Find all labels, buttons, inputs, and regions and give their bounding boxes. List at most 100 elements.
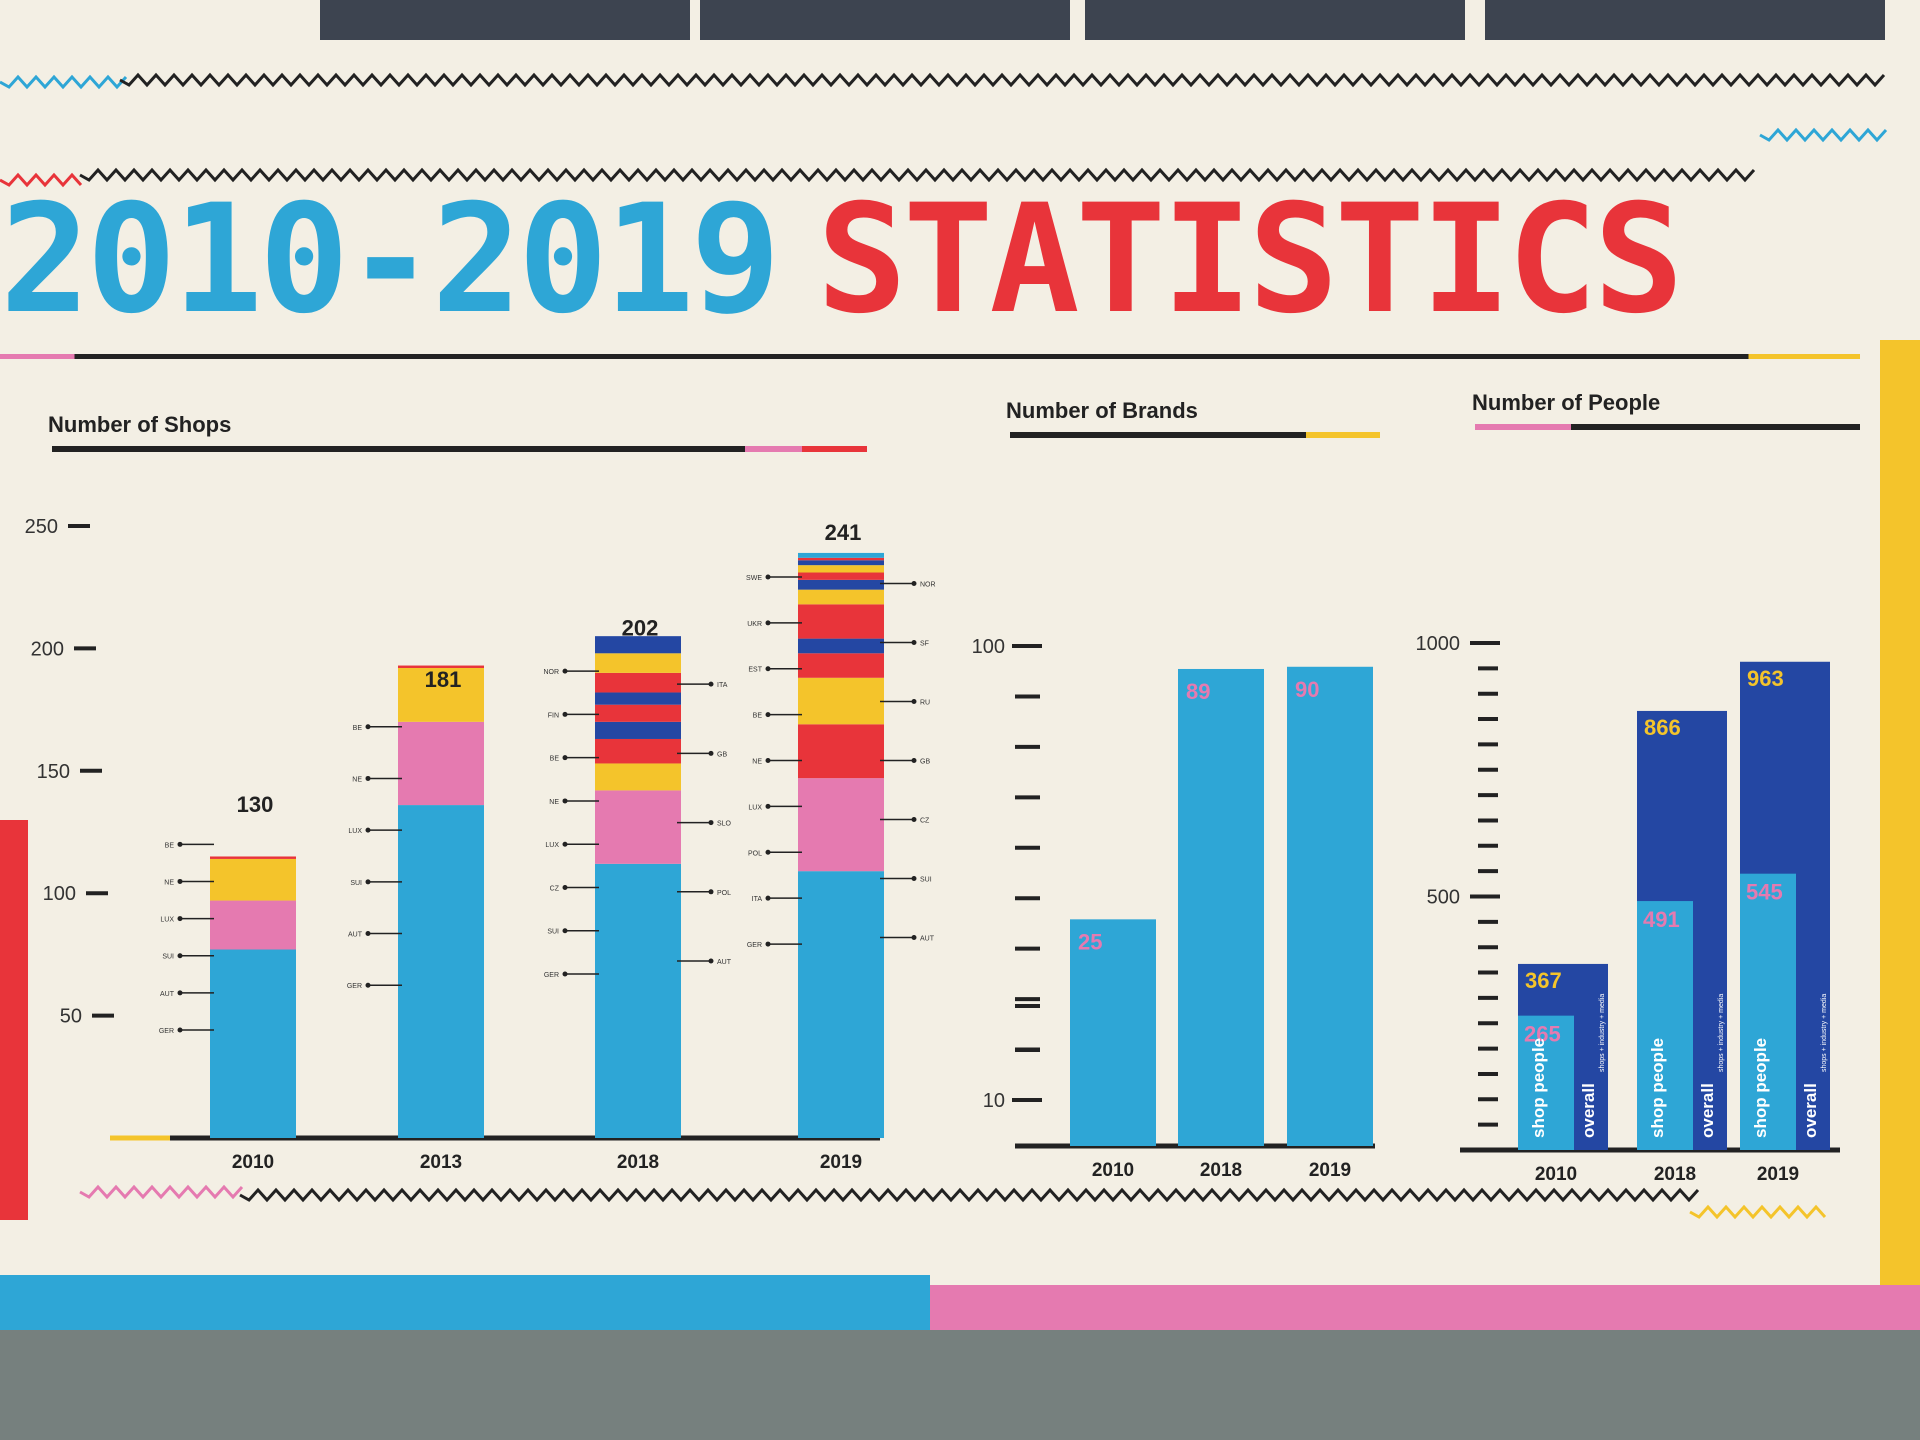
people-shop-value: 265 [1524, 1022, 1561, 1047]
title-underline [0, 354, 1860, 359]
wave-mid-red [0, 172, 83, 188]
people-overall-note: shops + industry + media [1599, 994, 1606, 1072]
shops-bar-segment [595, 653, 681, 673]
photo-strip-3 [1085, 0, 1465, 40]
shops-bar-segment [798, 552, 884, 558]
shops-country-label: AUT [920, 936, 935, 943]
shops-country-dot [708, 958, 714, 964]
shops-country-label: FIN [548, 712, 559, 719]
brands-x-label: 2018 [1200, 1160, 1242, 1181]
shops-country-label: SF [920, 641, 929, 648]
shops-bar-segment [398, 667, 484, 722]
wave-top-black [119, 72, 1886, 88]
decor-bottom-blue [0, 1275, 930, 1330]
shops-country-label: AUT [348, 932, 363, 939]
shops-x-label: 2018 [617, 1152, 659, 1173]
shops-country-dot [708, 750, 714, 756]
decorative-waves [0, 72, 1888, 1220]
shops-country-label: SUI [162, 954, 174, 961]
shops-ytick-label: 150 [37, 761, 70, 783]
shops-country-dot [911, 581, 917, 587]
shops-ytick-label: 100 [43, 883, 76, 905]
shops-country-dot [708, 820, 714, 826]
people-series-name-overall: overall [1801, 1083, 1820, 1138]
shops-country-dot [177, 878, 183, 884]
shops-country-label: ITA [752, 896, 763, 903]
shops-bar-segment [798, 653, 884, 678]
decor-bottom-pink [930, 1285, 1920, 1330]
shops-country-dot [365, 879, 371, 885]
brands-bar [1287, 666, 1373, 1146]
shops-country-dot [708, 889, 714, 895]
shops-bar-value: 181 [425, 667, 462, 692]
people-x-label: 2019 [1757, 1164, 1799, 1185]
brands-x-label: 2010 [1092, 1160, 1134, 1181]
brands-bar-value: 90 [1295, 677, 1319, 702]
people-overall-note: shops + industry + media [1821, 994, 1828, 1072]
brands-bar-value: 25 [1078, 929, 1102, 954]
people-shop-bar [1740, 873, 1796, 1150]
wave-bottom-black [239, 1187, 1700, 1203]
people-shop-bar [1637, 901, 1693, 1150]
shops-bar-segment [595, 704, 681, 722]
people-ytick-label: 1000 [1416, 633, 1461, 655]
brands-title-rule [1010, 432, 1380, 438]
shops-bar-segment [398, 721, 484, 806]
shops-bar-segment [595, 790, 681, 864]
shops-country-label: AUT [717, 959, 732, 966]
shops-country-label: NE [352, 776, 362, 783]
shops-country-dot [562, 928, 568, 934]
shops-country-label: AUT [160, 991, 175, 998]
shops-bar-value: 202 [622, 616, 659, 641]
shops-country-dot [177, 916, 183, 922]
shops-x-label: 2010 [232, 1152, 274, 1173]
people-series-name-shop: shop people [1751, 1038, 1770, 1138]
people-ytick-label: 500 [1427, 887, 1460, 909]
shops-country-label: BE [753, 713, 763, 720]
shops-country-label: NOR [920, 582, 936, 589]
people-series-name-shop: shop people [1648, 1038, 1667, 1138]
shops-country-dot [911, 817, 917, 823]
people-x-label: 2018 [1654, 1164, 1696, 1185]
shops-country-label: RU [920, 700, 930, 707]
shops-bar-segment [398, 665, 484, 668]
shops-country-dot [911, 758, 917, 764]
people-series-name-overall: overall [1579, 1083, 1598, 1138]
brands-bar-value: 89 [1186, 679, 1210, 704]
shops-country-label: NE [752, 759, 762, 766]
shops-bar-segment [595, 721, 681, 739]
shops-bar-segment [398, 805, 484, 1138]
shops-country-dot [562, 711, 568, 717]
page-title: 2010-2019 STATISTICS [0, 180, 1684, 340]
shops-country-dot [177, 953, 183, 959]
shops-country-dot [562, 755, 568, 761]
people-title-rule [1475, 424, 1860, 430]
shops-country-label: UKR [747, 621, 762, 628]
people-shop-bar [1518, 1015, 1574, 1150]
title-statistics: STATISTICS [816, 173, 1684, 347]
people-overall-value: 963 [1747, 666, 1784, 691]
shops-country-label: LUX [748, 804, 762, 811]
shops-bar-segment [210, 856, 296, 859]
shops-country-label: EST [748, 667, 762, 674]
shops-country-label: SWE [746, 575, 762, 582]
shops-country-label: ITA [717, 682, 728, 689]
people-shop-value: 491 [1643, 907, 1680, 932]
shops-country-label: NOR [543, 669, 559, 676]
shops-country-dot [911, 876, 917, 882]
shops-ytick-label: 50 [60, 1006, 82, 1028]
shops-bar-segment [798, 565, 884, 573]
people-x-label: 2010 [1535, 1164, 1577, 1185]
shops-country-dot [365, 931, 371, 937]
shops-country-label: BE [550, 756, 560, 763]
shops-country-label: CZ [920, 818, 930, 825]
shops-country-label: SUI [350, 880, 362, 887]
shops-bar-segment [798, 572, 884, 580]
shops-country-dot [765, 620, 771, 626]
people-series-name-overall: overall [1698, 1083, 1717, 1138]
shops-bar-segment [798, 557, 884, 561]
shops-country-label: LUX [160, 917, 174, 924]
shops-country-label: GB [717, 751, 727, 758]
shops-country-dot [365, 982, 371, 988]
poster: 2010-2019 STATISTICS Number of Shops Numb… [0, 0, 1920, 1330]
